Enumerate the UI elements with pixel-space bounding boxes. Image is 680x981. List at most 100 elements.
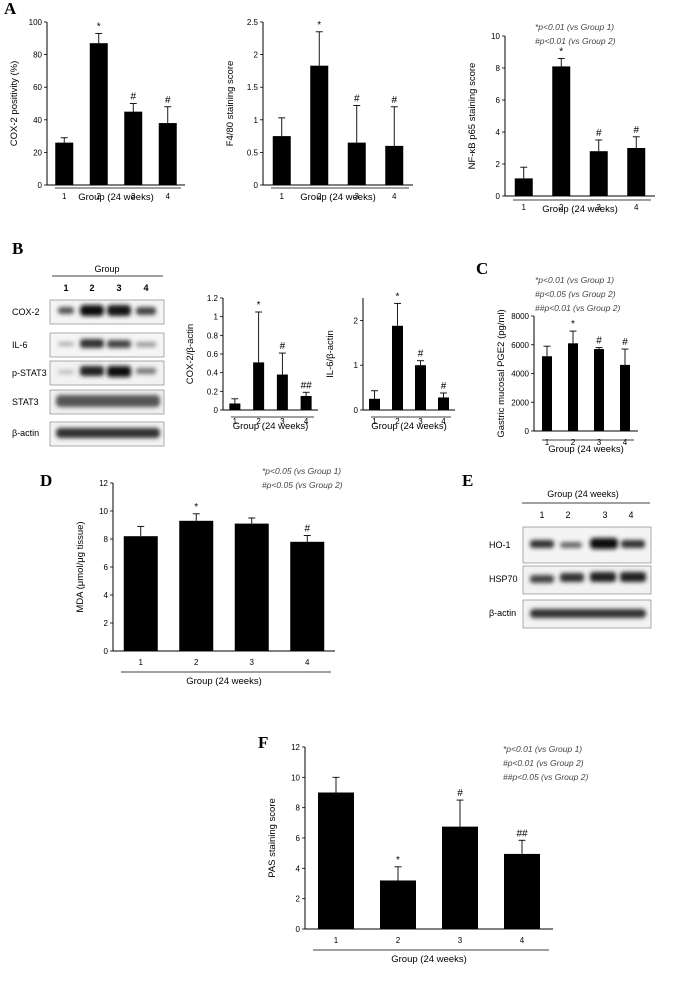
x-tick-label: 3	[250, 658, 255, 667]
bar	[272, 136, 291, 185]
y-tick-label: 12	[291, 743, 300, 752]
y-tick-label: 0	[354, 406, 359, 415]
blot-b-row-label: IL-6	[12, 340, 28, 350]
blot-b-row-label: COX-2	[12, 307, 40, 317]
y-tick-label: 6	[496, 96, 501, 105]
blot-e-row-label: β-actin	[489, 608, 516, 618]
significance-note: *p<0.01 (vs Group 1)	[503, 744, 582, 754]
x-tick-label: 2	[194, 658, 199, 667]
significance-mark: #	[596, 128, 602, 139]
blot-b-row-label: p-STAT3	[12, 368, 47, 378]
significance-note: #p<0.05 (vs Group 2)	[262, 480, 343, 490]
y-tick-label: 0	[38, 181, 43, 190]
significance-note: ##p<0.05 (vs Group 2)	[503, 772, 588, 782]
bar	[347, 142, 366, 185]
blot-b-title: Group	[94, 264, 119, 274]
y-tick-label: 40	[33, 116, 42, 125]
y-tick-label: 1.5	[247, 83, 259, 92]
x-tick-label: 1	[545, 438, 550, 447]
bar	[627, 148, 646, 196]
y-tick-label: 10	[291, 773, 300, 782]
blot-e-lane: 4	[628, 510, 633, 520]
x-axis-label: Group (24 weeks)	[78, 192, 154, 203]
bar	[385, 145, 404, 185]
significance-mark: *	[396, 291, 400, 302]
y-axis-label: COX-2/β-actin	[185, 324, 196, 384]
x-tick-label: 4	[623, 438, 628, 447]
y-tick-label: 0.4	[207, 369, 219, 378]
x-axis-label: Group (24 weeks)	[548, 444, 624, 455]
x-tick-label: 1	[522, 203, 527, 212]
western-blot-e: Group (24 weeks) 1 2 3 4 HO-1 HSP70 β-ac…	[489, 489, 652, 629]
bar	[442, 826, 478, 929]
x-tick-label: 2	[317, 192, 322, 201]
y-tick-label: 10	[491, 32, 500, 41]
y-tick-label: 6	[104, 563, 109, 572]
significance-mark: #	[457, 788, 463, 799]
bar	[55, 142, 74, 185]
x-axis-label: Group (24 weeks)	[371, 421, 447, 432]
blot-b-row-label: β-actin	[12, 428, 39, 438]
x-tick-label: 3	[458, 936, 463, 945]
significance-mark: #	[130, 92, 136, 103]
y-tick-label: 0.2	[207, 387, 219, 396]
bar	[318, 792, 354, 929]
x-tick-label: 4	[441, 417, 446, 426]
panel-letter-d: D	[40, 471, 52, 490]
y-tick-label: 0	[104, 647, 109, 656]
blot-e-lane: 2	[565, 510, 570, 520]
bar	[89, 43, 108, 185]
significance-note: #p<0.01 (vs Group 2)	[535, 36, 616, 46]
bar	[276, 374, 288, 410]
bar	[158, 123, 177, 185]
bar	[310, 65, 329, 185]
y-tick-label: 1	[354, 361, 359, 370]
significance-note: #p<0.01 (vs Group 2)	[503, 758, 584, 768]
significance-note: *p<0.01 (vs Group 1)	[535, 275, 614, 285]
bar	[594, 349, 604, 431]
x-tick-label: 3	[418, 417, 423, 426]
y-axis-label: Gastric mucosal PGE2 (pg/ml)	[496, 309, 507, 437]
x-tick-label: 3	[280, 417, 285, 426]
x-tick-label: 2	[395, 417, 400, 426]
significance-mark: *	[317, 20, 321, 31]
y-tick-label: 0.5	[247, 148, 259, 157]
y-tick-label: 2000	[511, 398, 529, 407]
x-tick-label: 2	[256, 417, 261, 426]
blot-b-row-label: STAT3	[12, 397, 39, 407]
y-tick-label: 1.2	[207, 294, 219, 303]
y-tick-label: 1	[254, 116, 259, 125]
y-axis-label: MDA (μmol/μg tissue)	[75, 521, 86, 612]
bar	[504, 853, 540, 929]
bar	[290, 541, 325, 651]
bar	[514, 178, 533, 196]
bar	[415, 365, 426, 410]
significance-mark: #	[441, 381, 447, 392]
bar	[179, 520, 214, 651]
blot-b-lane: 1	[63, 283, 68, 293]
significance-mark: ##	[516, 828, 528, 839]
blot-e-title: Group (24 weeks)	[547, 489, 619, 499]
significance-mark: *	[396, 855, 400, 866]
x-tick-label: 1	[139, 658, 144, 667]
panel-letter-a: A	[4, 0, 17, 18]
bar	[300, 396, 312, 410]
significance-mark: #	[165, 95, 171, 106]
significance-mark: #	[304, 524, 310, 535]
bar	[123, 536, 158, 651]
x-tick-label: 4	[166, 192, 171, 201]
western-blot-b: Group 1 2 3 4 COX-2 IL-6 p-STAT3 STAT3 β…	[12, 264, 165, 447]
x-tick-label: 1	[372, 417, 377, 426]
chart-cox2-positivity: 0 20 40 60 80 100 1 * 2 #3 #4 Group (24 weeks) COX-2…	[9, 18, 185, 203]
x-tick-label: 4	[634, 203, 639, 212]
x-tick-label: 3	[355, 192, 360, 201]
blot-b-lane: 2	[89, 283, 94, 293]
significance-mark: #	[280, 341, 286, 352]
bar	[589, 151, 608, 196]
chart-pas-staining: 0 2 4 6 8 10 12 1 * 2 #3 ## 4 Group (24 weeks) PAS sta…	[267, 743, 588, 965]
y-tick-label: 4000	[511, 370, 529, 379]
y-tick-label: 2	[354, 316, 359, 325]
x-tick-label: 1	[233, 417, 238, 426]
